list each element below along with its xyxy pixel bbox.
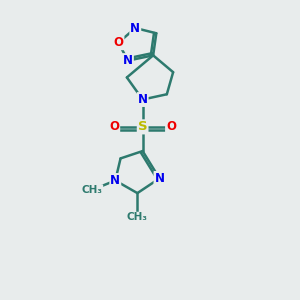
Text: O: O: [109, 120, 119, 134]
Text: O: O: [166, 120, 176, 134]
Text: CH₃: CH₃: [82, 185, 103, 195]
Text: S: S: [138, 120, 148, 134]
Text: CH₃: CH₃: [127, 212, 148, 222]
Text: N: N: [138, 93, 148, 106]
Text: N: N: [130, 22, 140, 34]
Text: O: O: [113, 36, 124, 49]
Text: N: N: [110, 174, 120, 187]
Text: N: N: [123, 54, 133, 67]
Text: N: N: [154, 172, 164, 185]
